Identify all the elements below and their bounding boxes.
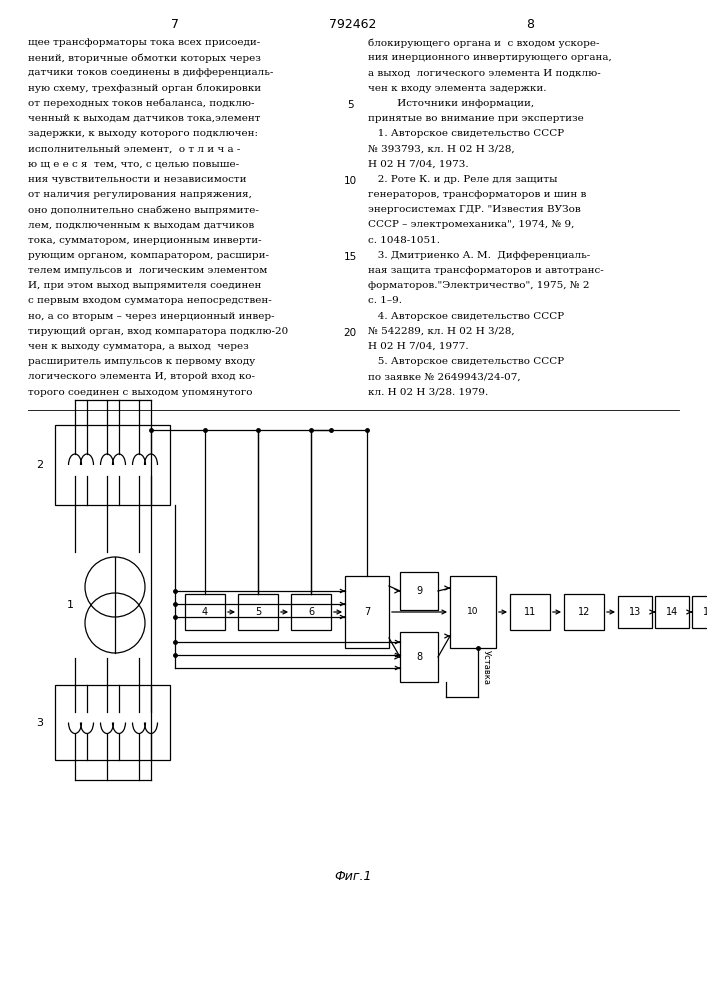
Text: форматоров."Электричество", 1975, № 2: форматоров."Электричество", 1975, № 2: [368, 281, 590, 290]
Text: 13: 13: [629, 607, 641, 617]
Text: энергосистемах ГДР. "Известия ВУЗов: энергосистемах ГДР. "Известия ВУЗов: [368, 205, 580, 214]
Text: ную схему, трехфазный орган блокировки: ную схему, трехфазный орган блокировки: [28, 84, 261, 93]
Bar: [400, 572, 438, 610]
Text: СССР – электромеханика", 1974, № 9,: СССР – электромеханика", 1974, № 9,: [368, 220, 574, 229]
Text: 12: 12: [578, 607, 590, 617]
Bar: [400, 632, 438, 682]
Text: Н 02 Н 7/04, 1977.: Н 02 Н 7/04, 1977.: [368, 342, 469, 351]
Text: 2: 2: [37, 460, 44, 470]
Text: рующим органом, компаратором, расшири-: рующим органом, компаратором, расшири-: [28, 251, 269, 260]
Text: телем импульсов и  логическим элементом: телем импульсов и логическим элементом: [28, 266, 267, 275]
Text: но, а со вторым – через инерционный инвер-: но, а со вторым – через инерционный инве…: [28, 312, 274, 321]
Text: лем, подключенным к выходам датчиков: лем, подключенным к выходам датчиков: [28, 220, 255, 229]
Text: 4: 4: [202, 607, 208, 617]
Text: 7: 7: [364, 607, 370, 617]
Bar: [510, 594, 550, 630]
Bar: [450, 576, 496, 648]
Text: Фиг.1: Фиг.1: [334, 870, 372, 883]
Text: от наличия регулирования напряжения,: от наличия регулирования напряжения,: [28, 190, 252, 199]
Text: логического элемента И, второй вход ко-: логического элемента И, второй вход ко-: [28, 372, 255, 381]
Text: оно дополнительно снабжено выпрямите-: оно дополнительно снабжено выпрямите-: [28, 205, 259, 215]
Text: 1: 1: [66, 600, 74, 610]
Text: 5: 5: [255, 607, 261, 617]
Text: 4. Авторское свидетельство СССР: 4. Авторское свидетельство СССР: [368, 312, 564, 321]
Text: И, при этом выход выпрямителя соединен: И, при этом выход выпрямителя соединен: [28, 281, 262, 290]
Text: с. 1–9.: с. 1–9.: [368, 296, 402, 305]
Text: генераторов, трансформаторов и шин в: генераторов, трансформаторов и шин в: [368, 190, 586, 199]
Text: 20: 20: [344, 328, 356, 338]
Text: блокирующего органа и  с входом ускоре-: блокирующего органа и с входом ускоре-: [368, 38, 600, 47]
Bar: [55, 425, 170, 505]
Text: 3: 3: [37, 718, 44, 728]
Text: ния чувствительности и независимости: ния чувствительности и независимости: [28, 175, 247, 184]
Bar: [655, 596, 689, 628]
Bar: [618, 596, 652, 628]
Text: щее трансформаторы тока всех присоеди-: щее трансформаторы тока всех присоеди-: [28, 38, 260, 47]
Text: ченный к выходам датчиков тока,элемент: ченный к выходам датчиков тока,элемент: [28, 114, 260, 123]
Text: Источники информации,: Источники информации,: [368, 99, 534, 108]
Text: 8: 8: [526, 18, 534, 31]
Text: 15: 15: [344, 252, 356, 262]
Text: 10: 10: [344, 176, 356, 186]
Text: 8: 8: [416, 652, 422, 662]
Text: 5. Авторское свидетельство СССР: 5. Авторское свидетельство СССР: [368, 357, 564, 366]
Text: 5: 5: [346, 100, 354, 110]
Bar: [238, 594, 278, 630]
Text: 7: 7: [171, 18, 179, 31]
Text: 10: 10: [467, 607, 479, 616]
Text: задержки, к выходу которого подключен:: задержки, к выходу которого подключен:: [28, 129, 258, 138]
Text: 1. Авторское свидетельство СССР: 1. Авторское свидетельство СССР: [368, 129, 564, 138]
Text: 9: 9: [416, 586, 422, 596]
Text: 15: 15: [703, 607, 707, 617]
Text: по заявке № 2649943/24-07,: по заявке № 2649943/24-07,: [368, 372, 520, 381]
Text: № 542289, кл. Н 02 Н 3/28,: № 542289, кл. Н 02 Н 3/28,: [368, 327, 515, 336]
Text: тирующий орган, вход компаратора подклю-20: тирующий орган, вход компаратора подклю-…: [28, 327, 288, 336]
Text: ния инерционного инвертирующего органа,: ния инерционного инвертирующего органа,: [368, 53, 612, 62]
Text: а выход  логического элемента И подклю-: а выход логического элемента И подклю-: [368, 68, 601, 77]
Text: 11: 11: [524, 607, 536, 617]
Text: 792462: 792462: [329, 18, 377, 31]
Bar: [564, 594, 604, 630]
Text: ная защита трансформаторов и автотранс-: ная защита трансформаторов и автотранс-: [368, 266, 604, 275]
Text: ю щ е е с я  тем, что, с целью повыше-: ю щ е е с я тем, что, с целью повыше-: [28, 160, 239, 169]
Bar: [185, 594, 225, 630]
Bar: [55, 685, 170, 760]
Text: чен к входу элемента задержки.: чен к входу элемента задержки.: [368, 84, 547, 93]
Text: 3. Дмитриенко А. М.  Дифференциаль-: 3. Дмитриенко А. М. Дифференциаль-: [368, 251, 590, 260]
Text: чен к выходу сумматора, а выход  через: чен к выходу сумматора, а выход через: [28, 342, 249, 351]
Bar: [291, 594, 331, 630]
Text: 2. Роте К. и др. Реле для защиты: 2. Роте К. и др. Реле для защиты: [368, 175, 558, 184]
Text: от переходных токов небаланса, подклю-: от переходных токов небаланса, подклю-: [28, 99, 255, 108]
Text: тока, сумматором, инерционным инверти-: тока, сумматором, инерционным инверти-: [28, 236, 262, 245]
Text: датчики токов соединены в дифференциаль-: датчики токов соединены в дифференциаль-: [28, 68, 274, 77]
Text: Уставка: Уставка: [482, 650, 491, 686]
Text: принятые во внимание при экспертизе: принятые во внимание при экспертизе: [368, 114, 584, 123]
Text: 14: 14: [666, 607, 678, 617]
Text: 6: 6: [308, 607, 314, 617]
Bar: [692, 596, 707, 628]
Text: кл. Н 02 Н 3/28. 1979.: кл. Н 02 Н 3/28. 1979.: [368, 388, 489, 397]
Text: № 393793, кл. Н 02 Н 3/28,: № 393793, кл. Н 02 Н 3/28,: [368, 144, 515, 153]
Text: исполнительный элемент,  о т л и ч а -: исполнительный элемент, о т л и ч а -: [28, 144, 240, 153]
Text: с первым входом сумматора непосредствен-: с первым входом сумматора непосредствен-: [28, 296, 271, 305]
Text: расширитель импульсов к первому входу: расширитель импульсов к первому входу: [28, 357, 255, 366]
Text: Н 02 Н 7/04, 1973.: Н 02 Н 7/04, 1973.: [368, 160, 469, 169]
Text: торого соединен с выходом упомянутого: торого соединен с выходом упомянутого: [28, 388, 252, 397]
Text: нений, вторичные обмотки которых через: нений, вторичные обмотки которых через: [28, 53, 261, 63]
Bar: [345, 576, 389, 648]
Text: с. 1048-1051.: с. 1048-1051.: [368, 236, 440, 245]
